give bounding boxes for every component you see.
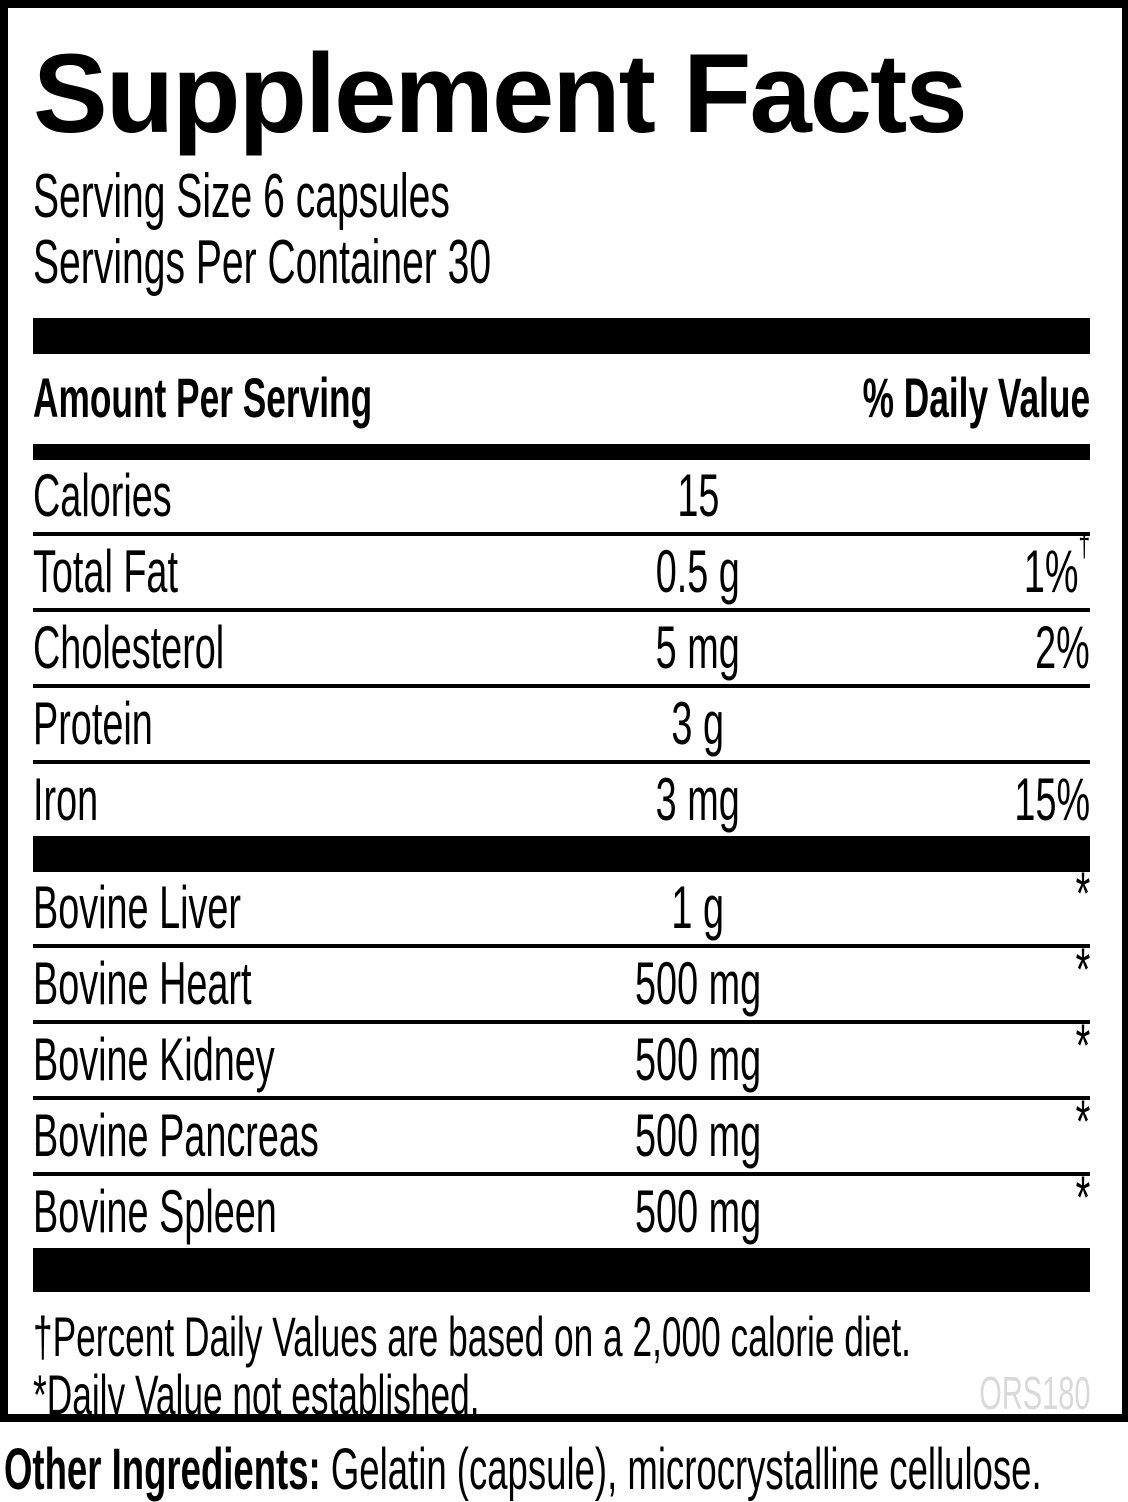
serving-size: Serving Size 6 capsules [33,162,450,231]
ingredient-amount: 1 g [671,874,725,941]
nutrient-row: Calories 15 [33,460,1090,536]
ingredient-row: Bovine Pancreas 500 mg * [33,1088,1090,1176]
servings-per-container: Servings Per Container 30 [33,228,492,297]
nutrient-row: Cholesterol 5 mg 2% [33,612,1090,688]
nutrient-name: Calories [33,462,172,529]
nutrient-amount: 5 mg [655,614,741,681]
amount-per-serving-header: Amount Per Serving [33,366,373,429]
ingredient-row: Bovine Liver 1 g * [33,860,1090,948]
divider-bar-middle [33,836,1090,872]
ingredient-amount: 500 mg [634,1026,762,1093]
label-code: ORS180 [978,1367,1090,1419]
ingredient-daily-value: * [1075,1012,1090,1079]
ingredient-daily-value: * [1075,1088,1090,1155]
ingredient-row: Bovine Kidney 500 mg * [33,1012,1090,1100]
nutrient-name: Protein [33,690,153,757]
nutrient-row: Total Fat 0.5 g 1%† [33,526,1090,612]
ingredient-name: Bovine Pancreas [33,1102,319,1169]
ingredient-amount: 500 mg [634,1102,762,1169]
nutrient-row: Iron 3 mg 15% [33,764,1090,836]
divider-bar-top [33,318,1090,354]
ingredient-name: Bovine Kidney [33,1026,275,1093]
facts-panel: Supplement Facts Serving Size 6 capsules… [0,0,1128,1422]
nutrient-name: Total Fat [33,538,178,605]
ingredient-name: Bovine Liver [33,874,242,941]
ingredient-daily-value: * [1075,860,1090,927]
daily-value-header: % Daily Value [862,366,1090,429]
nutrient-amount: 3 g [671,690,725,757]
nutrient-daily-value: 2% [1035,614,1090,681]
ingredient-name: Bovine Heart [33,950,252,1017]
nutrient-name: Iron [33,766,99,833]
nutrient-daily-value [913,694,1090,754]
nutrient-daily-value [913,466,1090,526]
ingredient-rows: Bovine Liver 1 g * Bovine Heart 500 mg * Bovin… [33,860,1090,1248]
other-ingredients-list: Gelatin (capsule), microcrystalline cell… [320,1437,1042,1502]
ingredient-name: Bovine Spleen [33,1178,277,1245]
column-header-row: Amount Per Serving % Daily Value [33,354,1090,444]
ingredient-amount: 500 mg [634,1178,762,1245]
nutrient-row: Protein 3 g [33,688,1090,764]
nutrient-daily-value: 1%† [1023,526,1090,605]
divider-bar-header [33,444,1090,460]
nutrient-amount: 3 mg [655,766,741,833]
ingredient-amount: 500 mg [634,950,762,1017]
ingredient-daily-value: * [1075,1164,1090,1231]
other-ingredients-label: Other Ingredients: [4,1437,321,1502]
nutrient-daily-value: 15% [1014,766,1090,833]
divider-bar-bottom [33,1248,1090,1292]
nutrient-rows: Calories 15 Total Fat 0.5 g 1%† Cholesterol 5 … [33,460,1090,836]
nutrient-amount: 0.5 g [655,538,741,605]
footnote-not-established: *Daily Value not established. [33,1363,480,1422]
panel-title: Supplement Facts [33,31,968,156]
ingredient-row: Bovine Spleen 500 mg * [33,1164,1090,1248]
footnotes: †Percent Daily Values are based on a 2,0… [33,1292,1090,1422]
ingredient-row: Bovine Heart 500 mg * [33,936,1090,1024]
other-ingredients-text: Other Ingredients: Gelatin (capsule), mi… [4,1438,1042,1502]
nutrient-name: Cholesterol [33,614,225,681]
footnote-daily-values: †Percent Daily Values are based on a 2,0… [33,1305,911,1368]
ingredient-daily-value: * [1075,936,1090,1003]
other-ingredients: Other Ingredients: Gelatin (capsule), mi… [0,1438,1128,1502]
nutrient-amount: 15 [676,462,720,529]
